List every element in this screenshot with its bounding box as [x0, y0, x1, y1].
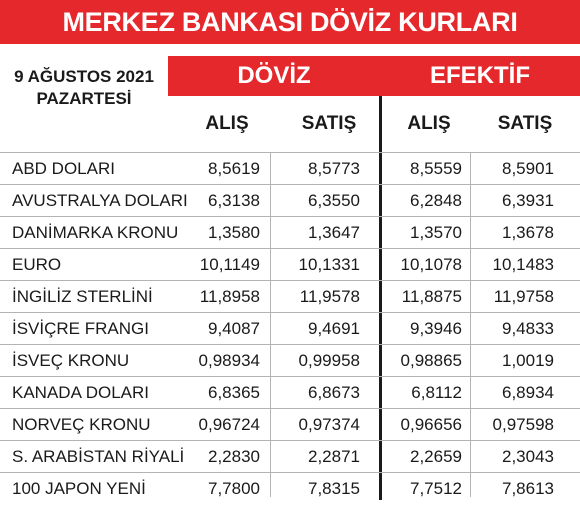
doviz-alis-value: 8,5619 [208, 158, 260, 178]
table-row: KANADA DOLARI 6,8365 6,8673 6,8112 6,8934 [0, 376, 580, 408]
efektif-alis-value: 6,2848 [410, 190, 462, 210]
doviz-alis-value: 1,3580 [208, 222, 260, 242]
efektif-satis-value: 6,8934 [502, 382, 554, 402]
group-efektif-label: EFEKTİF [430, 62, 530, 89]
efektif-alis-value: 7,7512 [410, 478, 462, 498]
currency-name: KANADA DOLARI [12, 382, 149, 402]
column-separator [270, 152, 271, 497]
group-header-bar: DÖVİZ EFEKTİF [168, 56, 580, 96]
doviz-satis-value: 0,99958 [298, 350, 360, 370]
efektif-satis-value: 9,4833 [502, 318, 554, 338]
efektif-alis-value: 1,3570 [410, 222, 462, 242]
doviz-alis-value: 7,7800 [208, 478, 260, 498]
currency-name: DANİMARKA KRONU [12, 222, 179, 242]
efektif-alis-value: 11,8875 [401, 286, 462, 306]
efektif-alis-value: 8,5559 [410, 158, 462, 178]
currency-name: ABD DOLARI [12, 158, 115, 178]
efektif-satis-value: 8,5901 [502, 158, 554, 178]
table-row: NORVEÇ KRONU 0,96724 0,97374 0,96656 0,97598 [0, 408, 580, 440]
table-row: DANİMARKA KRONU 1,3580 1,3647 1,3570 1,3678 [0, 216, 580, 248]
table-row: AVUSTRALYA DOLARI 6,3138 6,3550 6,2848 6,393… [0, 184, 580, 216]
column-separator [470, 152, 471, 497]
table-row: İSVİÇRE FRANGI 9,4087 9,4691 9,3946 9,4833 [0, 312, 580, 344]
doviz-satis-value: 1,3647 [308, 222, 360, 242]
efektif-satis-value: 1,3678 [502, 222, 554, 242]
doviz-satis-value: 10,1331 [298, 254, 360, 274]
currency-name: İSVİÇRE FRANGI [12, 318, 149, 338]
date-line: 9 AĞUSTOS 2021 [14, 67, 154, 86]
doviz-satis-value: 7,8315 [308, 478, 360, 498]
efektif-alis-value: 2,2659 [410, 446, 462, 466]
doviz-satis-value: 2,2871 [308, 446, 360, 466]
doviz-alis-value: 6,8365 [208, 382, 260, 402]
doviz-satis-value: 11,9578 [299, 286, 360, 306]
doviz-satis-value: 6,3550 [308, 190, 360, 210]
column-header-efektif-alis: ALIŞ [407, 113, 451, 134]
efektif-alis-value: 0,98865 [400, 350, 462, 370]
table-row: İSVEÇ KRONU 0,98934 0,99958 0,98865 1,0019 [0, 344, 580, 376]
efektif-alis-value: 6,8112 [411, 382, 462, 402]
column-header-doviz-alis: ALIŞ [205, 113, 249, 134]
table-row: İNGİLİZ STERLİNİ 11,8958 11,9578 11,8875 11,… [0, 280, 580, 312]
doviz-satis-value: 0,97374 [298, 414, 360, 434]
efektif-alis-value: 0,96656 [400, 414, 462, 434]
weekday-line: PAZARTESİ [36, 89, 132, 108]
table-row: 100 JAPON YENİ 7,7800 7,8315 7,7512 7,8613 [0, 472, 580, 504]
column-header-efektif-satis: SATIŞ [497, 113, 553, 134]
currency-name: 100 JAPON YENİ [12, 478, 146, 498]
date-block: 9 AĞUSTOS 2021 PAZARTESİ [0, 66, 168, 110]
title-text: MERKEZ BANKASI DÖVİZ KURLARI [62, 6, 518, 37]
table-row: ABD DOLARI 8,5619 8,5773 8,5559 8,5901 [0, 152, 580, 184]
doviz-alis-value: 10,1149 [199, 254, 260, 274]
doviz-alis-value: 6,3138 [208, 190, 260, 210]
doviz-alis-value: 9,4087 [208, 318, 260, 338]
currency-name: NORVEÇ KRONU [12, 414, 151, 434]
doviz-satis-value: 8,5773 [308, 158, 360, 178]
doviz-alis-value: 0,98934 [198, 350, 260, 370]
currency-name: İSVEÇ KRONU [12, 350, 130, 370]
efektif-satis-value: 7,8613 [502, 478, 554, 498]
currency-name: İNGİLİZ STERLİNİ [12, 286, 153, 306]
currency-name: AVUSTRALYA DOLARI [12, 190, 188, 210]
efektif-satis-value: 0,97598 [492, 414, 554, 434]
doviz-satis-value: 6,8673 [308, 382, 360, 402]
efektif-satis-value: 11,9758 [493, 286, 554, 306]
doviz-alis-value: 11,8958 [199, 286, 260, 306]
table-row: S. ARABİSTAN RİYALİ 2,2830 2,2871 2,2659 2,3… [0, 440, 580, 472]
currency-name: EURO [12, 254, 62, 274]
doviz-alis-value: 0,96724 [198, 414, 260, 434]
efektif-satis-value: 1,0019 [502, 350, 554, 370]
rates-table: ABD DOLARI 8,5619 8,5773 8,5559 8,5901 AVUSTR… [0, 152, 580, 504]
efektif-satis-value: 2,3043 [502, 446, 554, 466]
column-header-doviz-satis: SATIŞ [301, 113, 357, 134]
efektif-alis-value: 10,1078 [400, 254, 462, 274]
group-divider [379, 96, 382, 500]
currency-name: S. ARABİSTAN RİYALİ [12, 446, 185, 466]
doviz-alis-value: 2,2830 [208, 446, 260, 466]
efektif-satis-value: 10,1483 [492, 254, 554, 274]
table-row: EURO 10,1149 10,1331 10,1078 10,1483 [0, 248, 580, 280]
page-title: MERKEZ BANKASI DÖVİZ KURLARI [0, 0, 580, 44]
group-doviz-label: DÖVİZ [237, 62, 311, 89]
doviz-satis-value: 9,4691 [308, 318, 360, 338]
efektif-alis-value: 9,3946 [410, 318, 462, 338]
efektif-satis-value: 6,3931 [502, 190, 554, 210]
